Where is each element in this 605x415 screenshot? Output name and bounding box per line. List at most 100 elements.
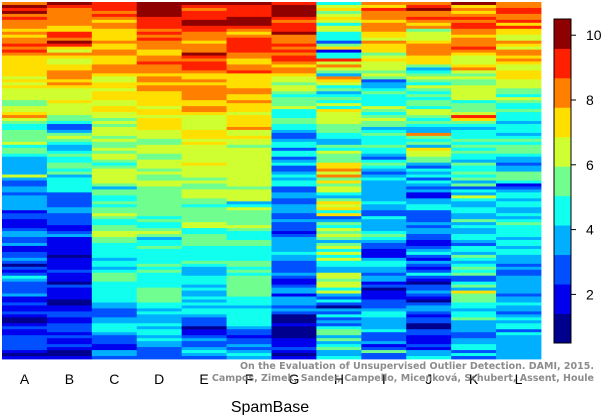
heatmap-cell [496,64,542,68]
heatmap-cell [451,353,497,357]
heatmap-cell [316,201,362,205]
heatmap-cell [316,341,362,345]
heatmap-cell [496,302,542,306]
heatmap-cell [181,168,227,172]
heatmap-cell [226,213,272,217]
heatmap-cell [91,34,138,39]
heatmap-cell [361,183,407,187]
heatmap-cell [181,67,227,71]
heatmap-cell [451,213,497,217]
heatmap-cell [361,10,407,15]
heatmap-cell [136,237,183,241]
heatmap-cell [406,49,452,53]
heatmap-cell [496,248,542,253]
heatmap-cell [181,79,227,83]
heatmap-cell [136,10,183,15]
heatmap-cell [46,326,93,330]
heatmap-cell [91,67,138,71]
heatmap-cell [316,109,362,113]
heatmap-cell [496,341,542,345]
heatmap-cell [226,228,272,232]
heatmap-cell [361,135,407,140]
heatmap-cell [406,138,452,143]
heatmap-cell [181,272,227,277]
heatmap-cell [496,144,542,149]
heatmap-cell [226,287,272,291]
heatmap-cell [226,58,272,62]
heatmap-cell [451,91,497,95]
heatmap-cell [496,284,542,289]
heatmap-cell [316,222,362,226]
heatmap-cell [361,7,407,12]
heatmap-cell [91,329,138,333]
heatmap-cell [406,46,452,51]
heatmap-cell [2,338,48,342]
heatmap-cell [46,115,93,119]
heatmap-cell [271,91,317,95]
heatmap-cell [91,55,138,59]
heatmap-cell [2,302,48,306]
heatmap-cell [91,266,138,271]
heatmap-cell [46,251,93,256]
heatmap-cell [271,186,317,190]
heatmap-cell [406,55,452,59]
heatmap-cell [496,79,542,83]
heatmap-cell [2,353,48,357]
heatmap-cell [406,278,452,283]
heatmap-cell [181,219,227,223]
heatmap-cell [2,222,48,226]
heatmap-cell [2,228,48,232]
heatmap-cell [451,162,497,167]
heatmap-cell [91,97,138,101]
heatmap-cell [46,162,93,167]
heatmap-cell [136,198,183,202]
heatmap-cell [226,16,272,21]
heatmap-cell [181,248,227,253]
heatmap-cell [496,353,542,357]
heatmap-cell [91,129,138,134]
heatmap-cell [2,76,48,80]
heatmap-cell [361,25,407,30]
heatmap-cell [406,144,452,149]
heatmap-cell [406,242,452,247]
heatmap-cell [406,76,452,80]
heatmap-column-J [406,2,452,360]
heatmap-cell [91,245,138,250]
heatmap-cell [271,43,317,48]
heatmap-cell [91,323,138,327]
heatmap-cell [361,46,407,51]
heatmap-cell [496,25,542,30]
heatmap-cell [2,213,48,217]
heatmap-column-G [271,2,317,360]
heatmap-cell [2,58,48,62]
heatmap-cell [136,216,183,220]
heatmap-cell [361,174,407,178]
heatmap-cell [316,263,362,268]
heatmap-cell [406,100,452,104]
heatmap-cell [361,31,407,36]
heatmap-cell [496,147,542,152]
heatmap-cell [406,248,452,253]
heatmap-cell [271,347,317,351]
heatmap-cell [271,287,317,291]
heatmap-cell [406,222,452,226]
x-tick-label-E: E [199,371,208,387]
heatmap-cell [361,4,407,9]
heatmap-cell [316,350,362,354]
heatmap-cell [451,25,497,30]
heatmap-cell [46,302,93,306]
heatmap-cell [451,13,497,18]
heatmap-cell [2,275,48,280]
heatmap-cell [2,106,48,110]
heatmap-cell [136,278,183,283]
heatmap-cell [46,213,93,217]
heatmap-cell [496,103,542,107]
heatmap-cell [361,350,407,354]
heatmap-cell [46,118,93,122]
heatmap-cell [361,311,407,315]
heatmap-cell [271,76,317,80]
heatmap-cell [91,344,138,348]
heatmap-cell [91,88,138,92]
heatmap-cell [271,293,317,297]
heatmap-cell [451,266,497,271]
